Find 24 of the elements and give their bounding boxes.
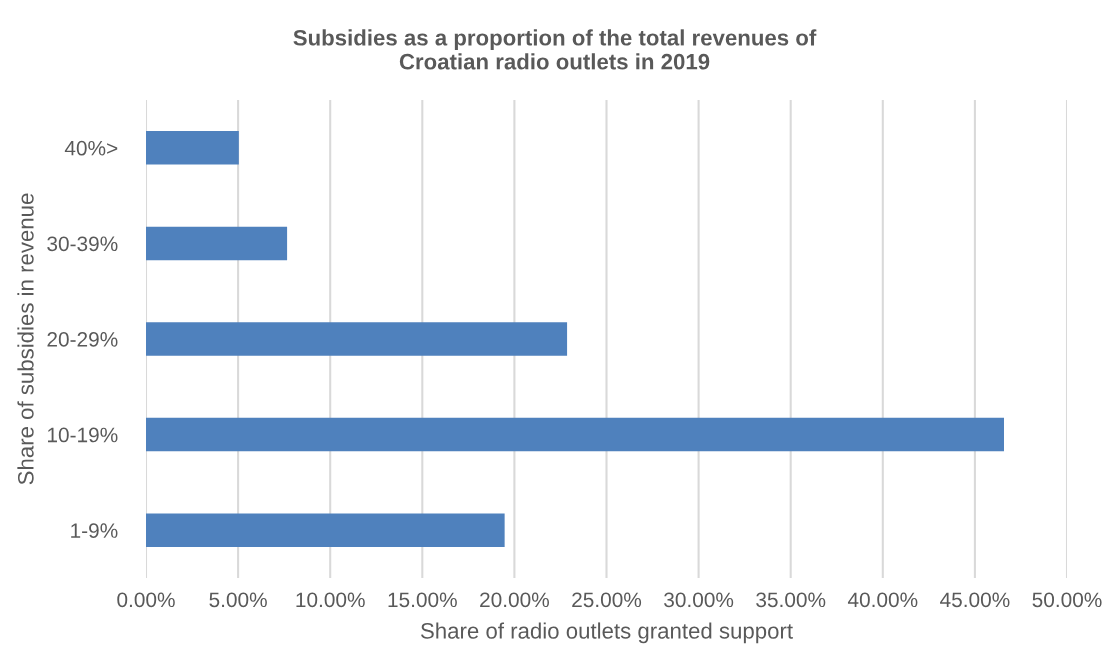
bar bbox=[146, 226, 288, 261]
bar bbox=[146, 322, 568, 356]
y-tick-label: 40%> bbox=[64, 140, 118, 156]
x-tick-label: 10.00% bbox=[296, 592, 365, 608]
y-tick-label: 1-9% bbox=[71, 523, 118, 538]
chart-title: Subsidies as a proportion of the total revenues of Croatian radio outlets in 2019 bbox=[293, 29, 817, 70]
bar bbox=[146, 513, 505, 547]
x-tick-label: 0.00% bbox=[117, 592, 175, 608]
x-axis-title: Share of radio outlets granted support bbox=[420, 622, 793, 644]
x-tick-label: 50.00% bbox=[1032, 592, 1102, 608]
x-tick-label: 15.00% bbox=[388, 592, 457, 608]
y-tick-label: 20-29% bbox=[47, 332, 118, 347]
x-tick-label: 25.00% bbox=[572, 592, 642, 608]
x-tick-label: 45.00% bbox=[940, 592, 1010, 608]
x-tick-label: 5.00% bbox=[209, 592, 267, 608]
y-tick-label: 10-19% bbox=[48, 427, 118, 443]
x-tick-label: 20.00% bbox=[480, 592, 549, 608]
x-tick-label: 40.00% bbox=[847, 592, 918, 608]
y-tick-label: 30-39% bbox=[47, 236, 118, 252]
bar bbox=[146, 131, 239, 165]
x-tick-label: 35.00% bbox=[756, 592, 826, 608]
bar bbox=[146, 417, 1004, 452]
x-tick-label: 30.00% bbox=[664, 592, 734, 608]
y-axis-title: Share of subsidies in revenue bbox=[17, 193, 34, 485]
